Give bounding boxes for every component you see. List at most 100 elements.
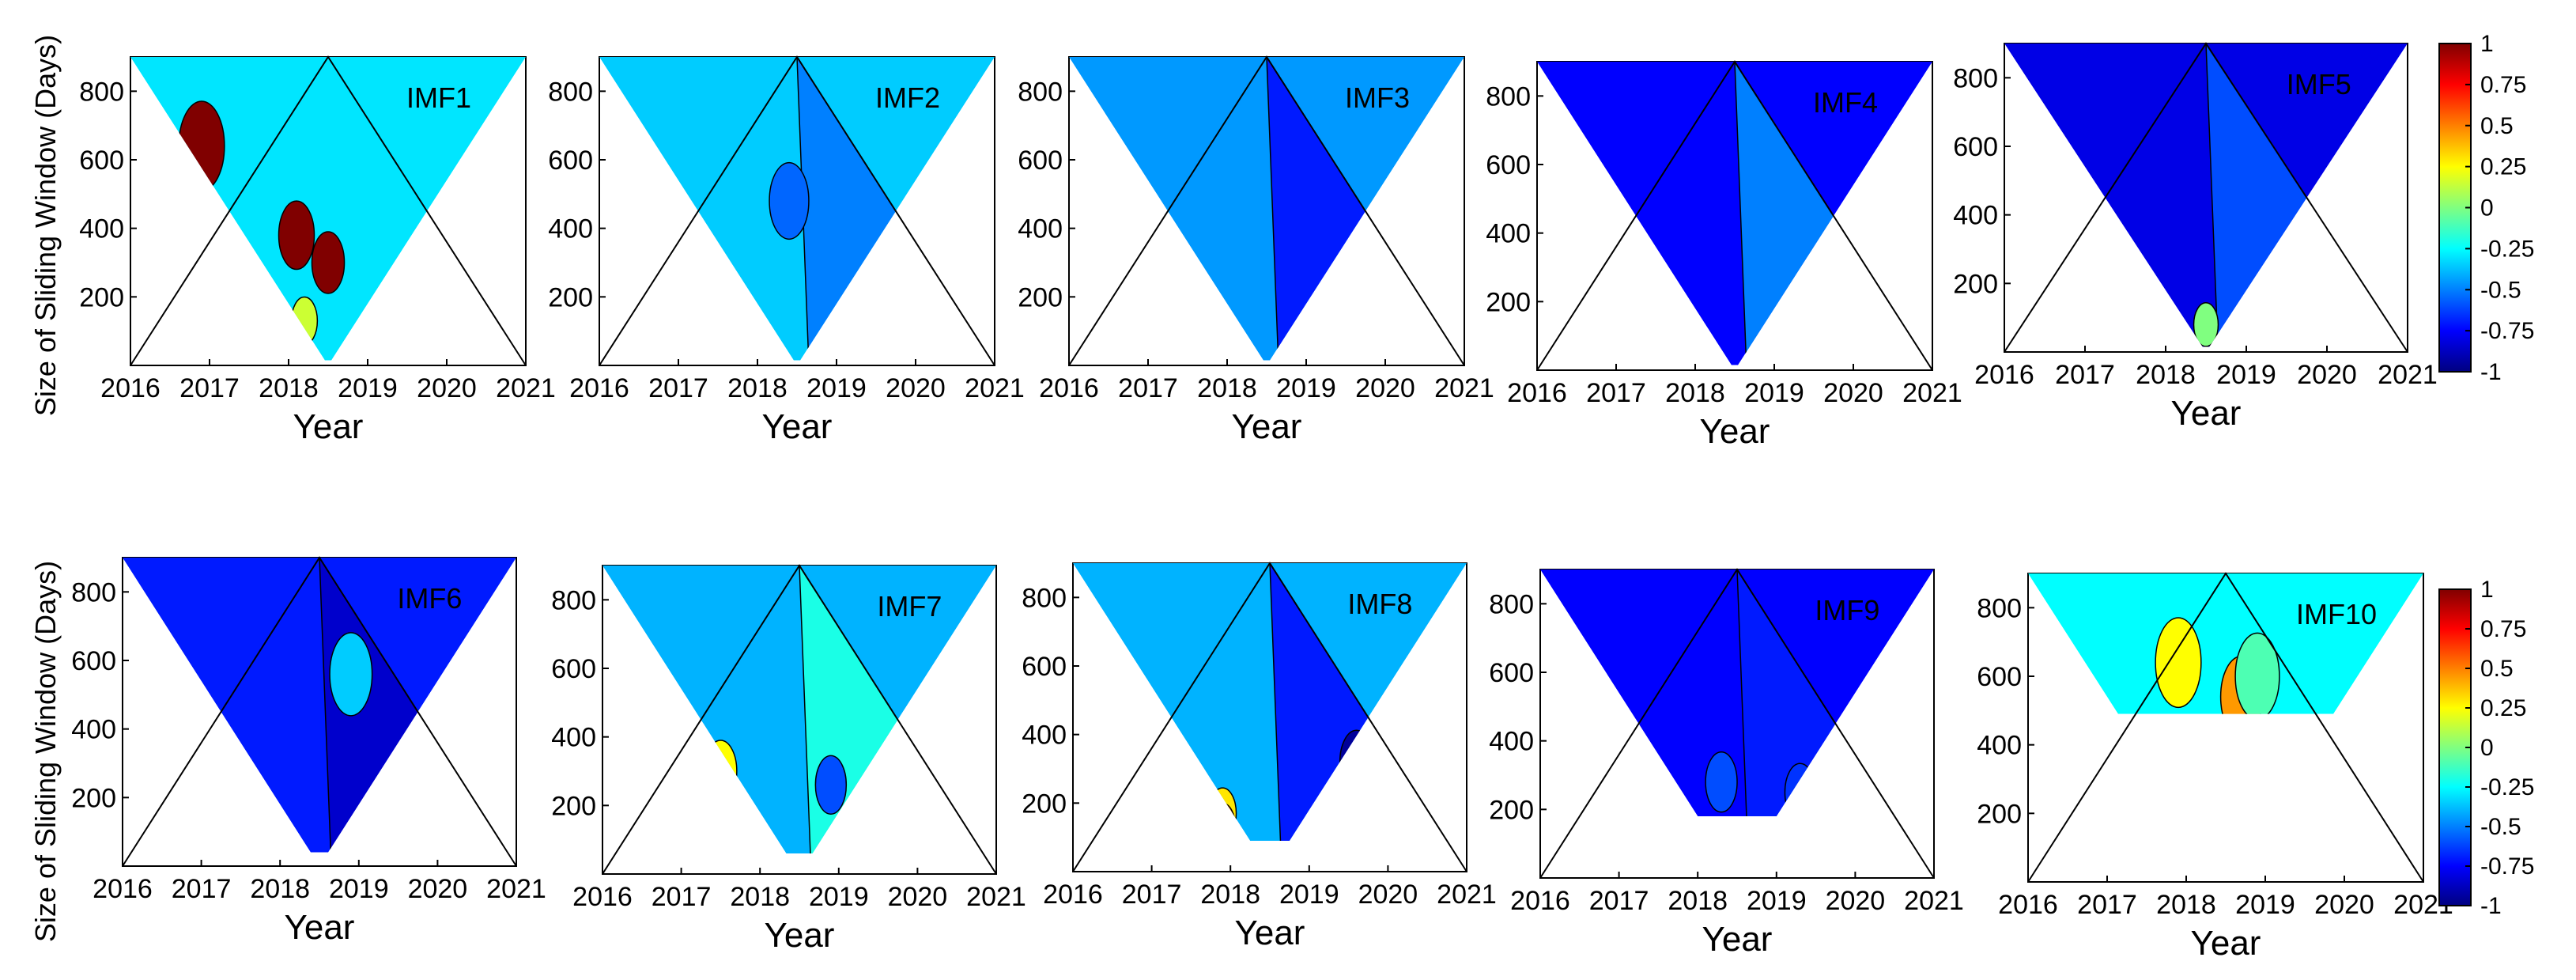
triangle-outline bbox=[1539, 568, 1935, 879]
x-tick-label: 2021 bbox=[965, 373, 1025, 403]
x-tick-label: 2017 bbox=[1589, 886, 1649, 916]
colorbar-tick-label: -1 bbox=[2480, 893, 2502, 919]
x-tick-label: 2017 bbox=[172, 874, 232, 904]
y-tick-label: 400 bbox=[79, 214, 124, 244]
panel-label: IMF7 bbox=[877, 590, 942, 622]
triangle-outline bbox=[1536, 60, 1933, 371]
triangle-outline bbox=[2004, 42, 2408, 353]
triangle-outline bbox=[2027, 572, 2424, 883]
x-axis-label: Year bbox=[285, 908, 355, 947]
y-tick-label: 200 bbox=[551, 791, 596, 821]
y-tick-label: 800 bbox=[1489, 589, 1534, 619]
x-tick-label: 2018 bbox=[1665, 378, 1725, 408]
y-tick-label: 800 bbox=[71, 577, 116, 607]
x-axis-label: Year bbox=[1232, 407, 1302, 446]
panel-label: IMF9 bbox=[1815, 594, 1879, 626]
x-tick-label: 2018 bbox=[2136, 360, 2196, 390]
x-tick-label: 2019 bbox=[1279, 880, 1339, 910]
x-tick-label: 2017 bbox=[179, 373, 240, 403]
x-tick-label: 2020 bbox=[417, 373, 477, 403]
x-tick-label: 2016 bbox=[100, 373, 161, 403]
x-tick-label: 2019 bbox=[2235, 890, 2295, 920]
x-axis-label: Year bbox=[293, 407, 364, 446]
y-tick-label: 400 bbox=[1018, 214, 1063, 244]
x-tick-label: 2020 bbox=[1823, 378, 1883, 408]
panel-imf6: IMF6 200 400 600 800 2016 2017 2018 2019 2020 2021… bbox=[71, 556, 546, 947]
panel-imf4: IMF4 200 400 600 800 2016 2017 2018 2019 2020 2021… bbox=[1486, 60, 1962, 451]
y-tick-label: 200 bbox=[1022, 789, 1067, 819]
x-tick-label: 2016 bbox=[1043, 880, 1103, 910]
x-tick-label: 2018 bbox=[259, 373, 319, 403]
y-tick-label: 600 bbox=[1486, 150, 1531, 180]
correlation-patch-1 bbox=[2193, 302, 2219, 347]
panel-label: IMF1 bbox=[406, 81, 471, 114]
x-tick-label: 2019 bbox=[1747, 886, 1807, 916]
y-tick-label: 800 bbox=[1022, 583, 1067, 613]
x-tick-label: 2020 bbox=[2297, 360, 2357, 390]
colorbar-tick-label: 0.5 bbox=[2480, 656, 2514, 682]
y-tick-label: 200 bbox=[71, 783, 116, 813]
colorbar-tick-label: -0.25 bbox=[2480, 236, 2534, 262]
y-tick-label: 600 bbox=[1953, 132, 1998, 162]
x-tick-label: 2017 bbox=[1118, 373, 1178, 403]
colorbar-tick-label: 0.5 bbox=[2480, 113, 2514, 139]
panel-imf2: IMF2 200 400 600 800 2016 2017 2018 2019 2020 2021… bbox=[548, 55, 1025, 446]
y-tick-label: 200 bbox=[1977, 799, 2022, 829]
field-dominant bbox=[1537, 62, 1932, 365]
y-tick-label: 600 bbox=[1977, 662, 2022, 692]
ylabel-row2: Size of Sliding Window (Days) bbox=[29, 561, 62, 942]
colorbar-tick-label: -0.75 bbox=[2480, 318, 2534, 344]
panel-imf7: IMF7 200 400 600 800 2016 2017 2018 2019 2020 2021… bbox=[551, 564, 1026, 955]
x-tick-label: 2018 bbox=[1200, 880, 1260, 910]
panel-imf8: IMF8 200 400 600 800 2016 2017 2018 2019 2020 2021… bbox=[1022, 562, 1497, 952]
colorbar-tick-label: 0.25 bbox=[2480, 695, 2526, 721]
panel-imf9: IMF9 200 400 600 800 2016 2017 2018 2019 2020 2021… bbox=[1489, 568, 1964, 959]
x-tick-label: 2021 bbox=[1434, 373, 1494, 403]
y-tick-label: 800 bbox=[1977, 593, 2022, 623]
x-tick-label: 2017 bbox=[2055, 360, 2115, 390]
colorbar-2: 1 0.75 0.5 0.25 0 -0.25 -0.5 -0.75 -1 bbox=[2438, 577, 2534, 919]
x-tick-label: 2017 bbox=[1586, 378, 1646, 408]
y-tick-label: 600 bbox=[79, 146, 124, 176]
x-tick-label: 2016 bbox=[572, 882, 633, 912]
x-tick-label: 2020 bbox=[1355, 373, 1415, 403]
x-tick-label: 2021 bbox=[1904, 886, 1964, 916]
x-tick-label: 2020 bbox=[1358, 880, 1418, 910]
x-tick-label: 2021 bbox=[966, 882, 1026, 912]
x-tick-label: 2017 bbox=[2077, 890, 2137, 920]
colorbar-tick-label: -0.5 bbox=[2480, 277, 2521, 303]
triangle-outline bbox=[122, 556, 517, 867]
y-tick-label: 800 bbox=[1486, 81, 1531, 112]
x-tick-label: 2016 bbox=[1039, 373, 1099, 403]
y-tick-label: 200 bbox=[1486, 287, 1531, 317]
y-tick-label: 400 bbox=[1486, 219, 1531, 249]
y-tick-label: 600 bbox=[1022, 652, 1067, 682]
colorbar-tick-label: -0.5 bbox=[2480, 814, 2521, 840]
ylabel-row1: Size of Sliding Window (Days) bbox=[29, 35, 62, 416]
x-tick-label: 2018 bbox=[2156, 890, 2216, 920]
correlation-patch-3 bbox=[814, 755, 848, 815]
field-dominant bbox=[130, 57, 526, 361]
x-tick-label: 2021 bbox=[1437, 880, 1497, 910]
y-tick-label: 800 bbox=[79, 77, 124, 107]
x-tick-label: 2018 bbox=[250, 874, 310, 904]
x-axis-label: Year bbox=[1235, 914, 1305, 952]
panel-label: IMF3 bbox=[1345, 81, 1410, 114]
triangle-outline bbox=[602, 564, 997, 875]
y-tick-label: 400 bbox=[1022, 721, 1067, 751]
x-tick-label: 2018 bbox=[727, 373, 788, 403]
panel-imf3: IMF3 200 400 600 800 2016 2017 2018 2019 2020 2021… bbox=[1018, 55, 1494, 446]
y-tick-label: 400 bbox=[1489, 727, 1534, 757]
panel-label: IMF2 bbox=[875, 81, 940, 114]
y-tick-label: 200 bbox=[1018, 282, 1063, 312]
x-tick-label: 2019 bbox=[1276, 373, 1336, 403]
panel-imf5: IMF5 200 400 600 800 2016 2017 2018 2019 2020 2021… bbox=[1953, 42, 2438, 433]
field-dominant bbox=[2028, 573, 2423, 714]
x-axis-label: Year bbox=[1700, 412, 1770, 451]
y-tick-label: 800 bbox=[551, 585, 596, 615]
colorbar-tick-label: 0.75 bbox=[2480, 616, 2526, 642]
colorbar-tick-label: -0.25 bbox=[2480, 774, 2534, 800]
y-tick-label: 600 bbox=[548, 146, 593, 176]
x-tick-label: 2019 bbox=[1744, 378, 1804, 408]
